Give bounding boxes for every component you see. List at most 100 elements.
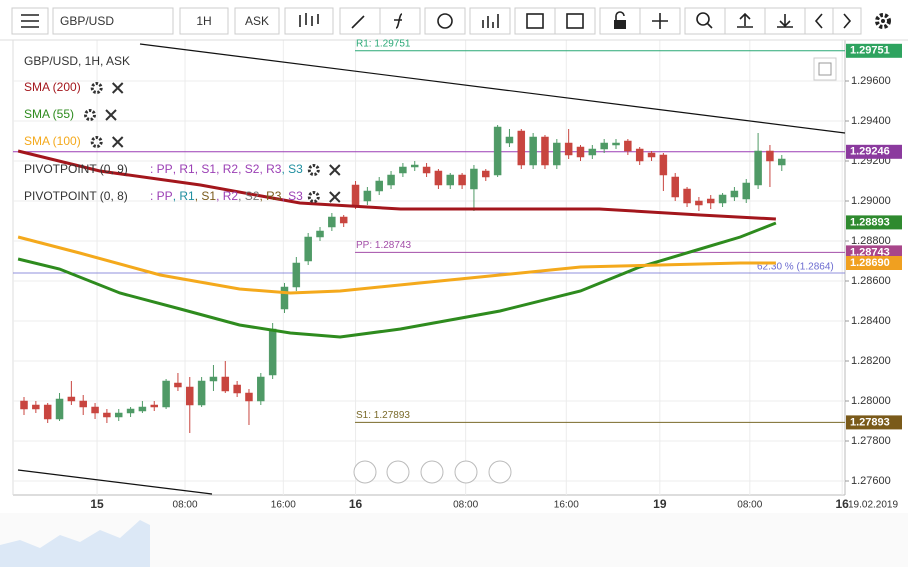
pivot-part: , S1 — [195, 162, 217, 176]
menu-button[interactable] — [11, 7, 49, 35]
pivot-part: , S3 — [281, 189, 303, 203]
candle-body — [399, 166, 407, 174]
settings-icon[interactable] — [307, 191, 320, 203]
news-button[interactable] — [554, 7, 596, 35]
zoom-button[interactable] — [684, 7, 726, 35]
candle-body — [730, 190, 739, 198]
candle-body — [126, 408, 135, 414]
expand-button[interactable] — [813, 57, 837, 81]
price-tag-label: 1.27893 — [850, 416, 890, 428]
pivot-label: R1: 1.29751 — [356, 38, 411, 49]
x-tick-label: 16:00 — [554, 500, 579, 511]
upload-button[interactable] — [724, 7, 766, 35]
sma-line — [17, 149, 776, 221]
candle-body — [55, 398, 64, 420]
function-button[interactable] — [379, 7, 421, 35]
y-tick-label: 1.27800 — [851, 435, 891, 447]
candle-body — [742, 182, 751, 200]
y-tick-label: 1.29600 — [851, 75, 891, 87]
download-button[interactable] — [764, 7, 806, 35]
side[interactable]: ASK — [245, 14, 269, 28]
y-tick-label: 1.28200 — [851, 355, 891, 367]
pivot-label: PP: 1.28743 — [356, 240, 411, 251]
price-tag — [846, 215, 902, 230]
pivot-part: , R2 — [216, 162, 238, 176]
pivot-part: , R3 — [259, 162, 281, 176]
remove-icon[interactable] — [111, 136, 124, 148]
candle-body — [541, 136, 549, 166]
price-tag-label: 1.29246 — [850, 146, 890, 158]
settings-icon[interactable] — [90, 82, 103, 94]
timeframe-box[interactable] — [179, 7, 229, 35]
candle-body — [612, 142, 620, 146]
candle-type-button[interactable] — [284, 7, 334, 35]
settings-icon[interactable] — [307, 164, 320, 176]
legend-title: GBP/USD, 1H, ASK — [24, 54, 130, 68]
symbol-box[interactable] — [52, 7, 174, 35]
side-box[interactable] — [234, 7, 280, 35]
forward-button[interactable] — [832, 7, 862, 35]
back-button[interactable] — [804, 7, 834, 35]
candle-body — [505, 136, 514, 144]
y-tick-label: 1.28400 — [851, 315, 891, 327]
candle-body — [588, 148, 597, 156]
candle-body — [482, 170, 490, 178]
candle-body — [245, 392, 253, 402]
candle-body — [67, 396, 76, 402]
candle-body — [446, 174, 455, 186]
candle-body — [328, 216, 336, 228]
indicator-button[interactable] — [469, 7, 511, 35]
y-tick-label: 1.29000 — [851, 195, 891, 207]
pivot-part: , R1 — [173, 189, 195, 203]
pivot-part: : PP — [150, 189, 173, 203]
y-tick-label: 1.28600 — [851, 275, 891, 287]
candle-body — [268, 328, 277, 376]
remove-icon[interactable] — [329, 191, 341, 203]
candle-body — [671, 176, 679, 198]
candle-body — [304, 236, 312, 262]
candle-body — [647, 152, 656, 158]
candle-body — [683, 188, 691, 204]
price-tag — [846, 256, 902, 270]
candle-body — [375, 180, 383, 192]
remove-icon[interactable] — [111, 82, 124, 94]
legend-entry: SMA (100) — [24, 134, 81, 148]
candle-body — [209, 376, 218, 382]
candle-body — [32, 404, 40, 410]
candle-body — [553, 142, 561, 166]
calendar-button[interactable] — [514, 7, 556, 35]
price-tag-label: 1.29751 — [850, 45, 890, 57]
settings-icon[interactable] — [84, 109, 97, 121]
remove-icon[interactable] — [329, 164, 341, 176]
candle-body — [422, 166, 431, 174]
crosshair-button[interactable] — [639, 7, 681, 35]
pivot-label: S1: 1.27893 — [356, 410, 410, 421]
candle-body — [174, 382, 182, 388]
settings-button[interactable] — [875, 13, 891, 29]
price-tag — [846, 245, 902, 260]
candle-body — [517, 130, 526, 166]
info-button[interactable] — [424, 7, 466, 35]
timeframe[interactable]: 1H — [196, 14, 211, 28]
fib-label: 62.30 % (1.2864) — [757, 262, 834, 273]
candle-body — [470, 168, 478, 190]
pivot-part: , S3 — [281, 162, 303, 176]
toolbar: GBP/USD 1H ASK — [0, 0, 908, 41]
candle-body — [635, 148, 644, 162]
settings-icon[interactable] — [90, 136, 103, 148]
draw-button[interactable] — [339, 7, 381, 35]
remove-icon[interactable] — [105, 109, 117, 121]
zoom-controls[interactable] — [353, 460, 512, 484]
candle-body — [493, 126, 502, 176]
candle-body — [280, 286, 289, 310]
candle-body — [221, 376, 230, 392]
candle-body — [20, 400, 28, 410]
candle-body — [778, 158, 786, 166]
candle-body — [458, 174, 466, 186]
lock-button[interactable] — [599, 7, 641, 35]
symbol[interactable]: GBP/USD — [60, 14, 114, 28]
candle-body — [162, 380, 170, 408]
candle-body — [766, 150, 774, 162]
x-tick-label: 08:00 — [453, 500, 478, 511]
